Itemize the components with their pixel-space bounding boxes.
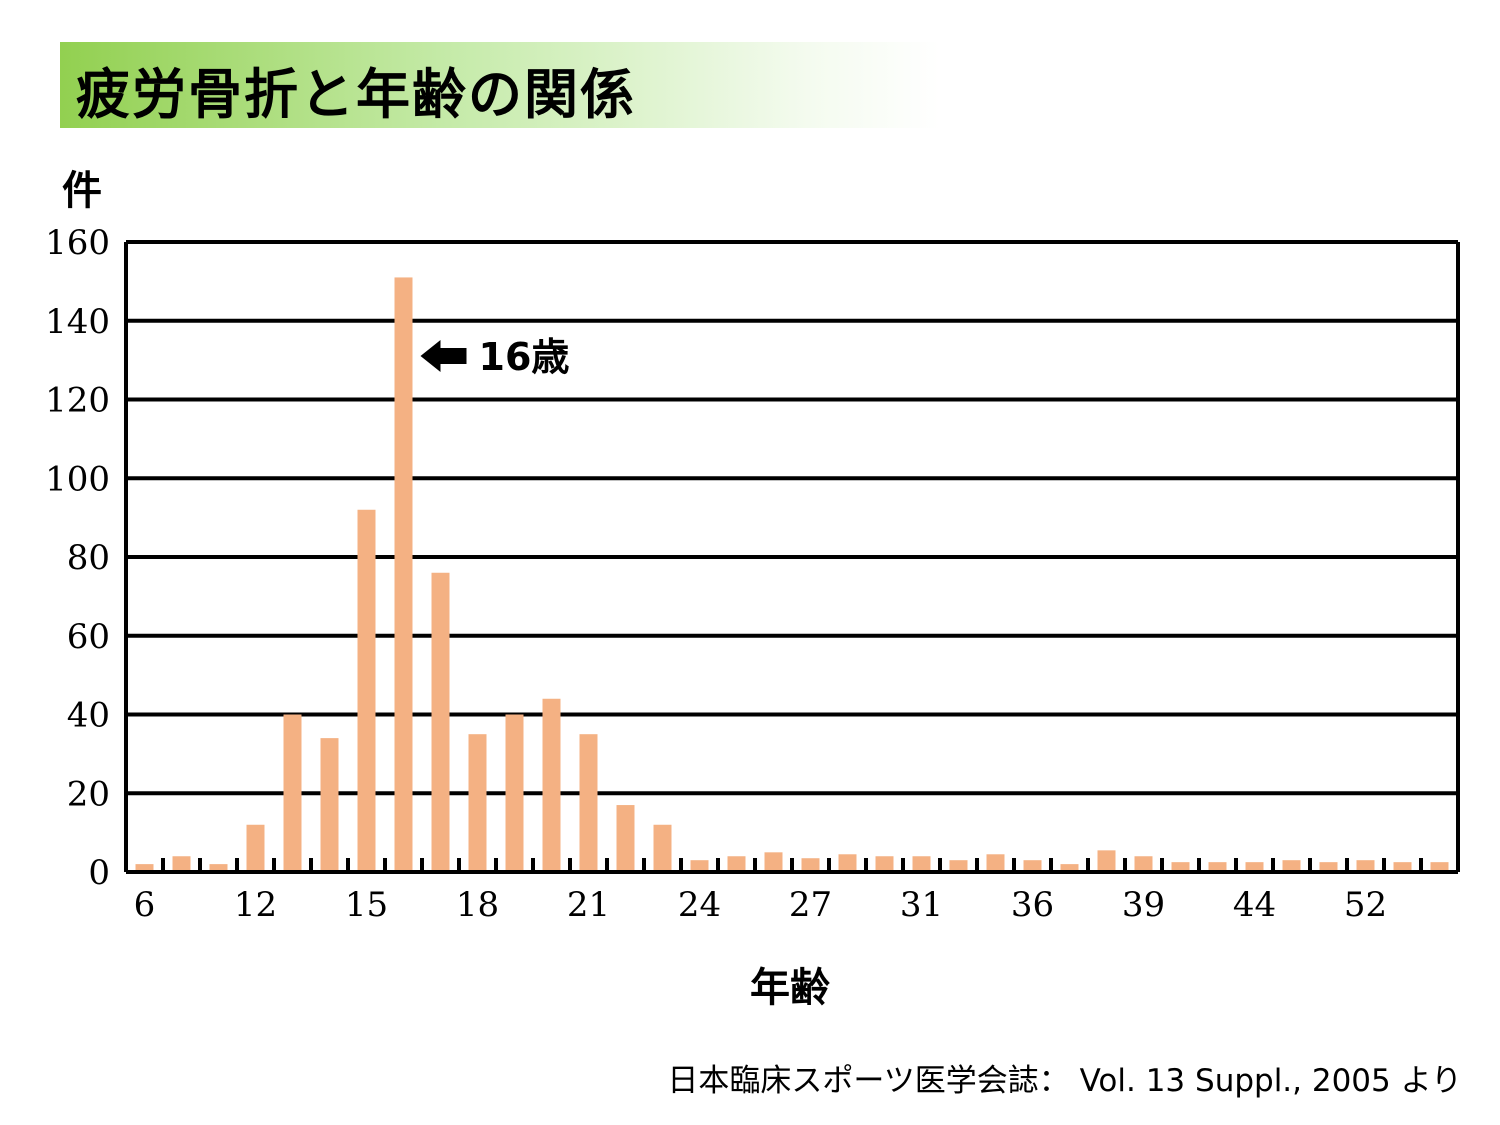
x-tick-label-18: 18 xyxy=(456,885,499,925)
y-tick-label-40: 40 xyxy=(67,696,110,736)
x-tick-label-31: 31 xyxy=(900,885,943,925)
bar-26 xyxy=(1097,850,1116,872)
bar-7 xyxy=(394,277,413,872)
bar-9 xyxy=(468,734,487,872)
bar-20 xyxy=(875,856,894,872)
title-band xyxy=(60,42,940,128)
x-axis-label: 年齢 xyxy=(750,965,830,1011)
bar-23 xyxy=(986,854,1005,872)
bar-25 xyxy=(1060,864,1079,872)
bar-13 xyxy=(616,805,635,872)
bar-21 xyxy=(912,856,931,872)
bar-19 xyxy=(838,854,857,872)
bar-28 xyxy=(1171,862,1190,872)
bar-6 xyxy=(357,509,376,872)
x-tick-label-39: 39 xyxy=(1122,885,1165,925)
x-tick-label-24: 24 xyxy=(678,885,721,925)
bar-17 xyxy=(764,852,783,872)
page-title: 疲労骨折と年齢の関係 xyxy=(76,63,636,126)
y-tick-label-20: 20 xyxy=(67,774,110,814)
x-tick-label-6: 6 xyxy=(134,885,156,925)
bar-31 xyxy=(1282,860,1301,872)
bar-27 xyxy=(1134,856,1153,872)
x-tick-label-44: 44 xyxy=(1233,885,1276,925)
bar-10 xyxy=(505,714,524,872)
bar-16 xyxy=(727,856,746,872)
bar-33 xyxy=(1356,860,1375,872)
bar-29 xyxy=(1208,862,1227,872)
y-tick-label-120: 120 xyxy=(45,381,110,421)
bar-18 xyxy=(801,858,820,872)
source-citation: 日本臨床スポーツ医学会誌： Vol. 13 Suppl., 2005 より xyxy=(667,1063,1462,1099)
y-tick-label-140: 140 xyxy=(45,302,110,342)
bar-2 xyxy=(209,864,228,872)
bar-4 xyxy=(283,714,302,872)
x-tick-label-27: 27 xyxy=(789,885,832,925)
bar-34 xyxy=(1393,862,1412,872)
y-tick-label-100: 100 xyxy=(45,459,110,499)
y-tick-label-80: 80 xyxy=(67,538,110,578)
bar-1 xyxy=(172,856,191,872)
y-tick-label-60: 60 xyxy=(67,617,110,657)
bar-24 xyxy=(1023,860,1042,872)
bar-3 xyxy=(246,824,265,872)
annotation-arrow-icon xyxy=(420,340,467,372)
bar-8 xyxy=(431,572,450,872)
bar-14 xyxy=(653,824,672,872)
x-tick-label-36: 36 xyxy=(1011,885,1054,925)
annotation-label: 16歳 xyxy=(479,335,570,379)
bar-30 xyxy=(1245,862,1264,872)
bar-22 xyxy=(949,860,968,872)
bar-0 xyxy=(135,864,154,872)
x-tick-label-12: 12 xyxy=(234,885,277,925)
bar-15 xyxy=(690,860,709,872)
x-tick-label-52: 52 xyxy=(1344,885,1387,925)
bar-11 xyxy=(542,698,561,872)
x-tick-label-21: 21 xyxy=(567,885,610,925)
y-tick-label-0: 0 xyxy=(88,853,110,893)
x-tick-label-15: 15 xyxy=(345,885,388,925)
bar-5 xyxy=(320,738,339,872)
bar-12 xyxy=(579,734,598,872)
y-tick-label-160: 160 xyxy=(45,223,110,263)
bar-35 xyxy=(1430,862,1449,872)
y-axis-unit: 件 xyxy=(62,168,102,214)
bar-32 xyxy=(1319,862,1338,872)
